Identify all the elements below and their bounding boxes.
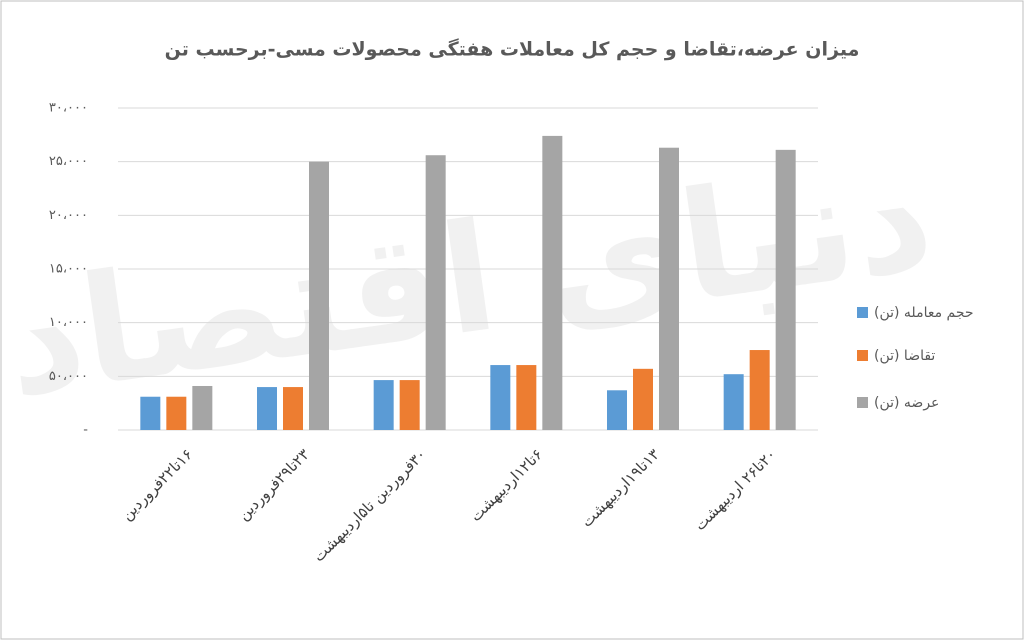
bar xyxy=(309,161,329,430)
legend-label: تقاضا (تن) xyxy=(874,348,935,364)
y-tick-label: ۲۰،۰۰۰ xyxy=(49,208,88,223)
bar xyxy=(399,380,420,430)
legend-swatch xyxy=(857,397,868,408)
bar xyxy=(166,396,187,430)
bar xyxy=(140,396,161,430)
bar xyxy=(659,147,679,431)
bar xyxy=(283,387,303,430)
bar xyxy=(607,390,627,430)
bar xyxy=(373,380,394,430)
legend-label: حجم معامله (تن) xyxy=(874,305,974,321)
bar xyxy=(516,365,537,430)
legend-swatch xyxy=(857,350,868,361)
y-tick-label: ۱۰،۰۰۰ xyxy=(49,315,88,330)
bar xyxy=(257,387,277,430)
y-tick-label: ۳۰،۰۰۰ xyxy=(49,101,88,116)
bar xyxy=(775,149,796,431)
legend-label: عرضه (تن) xyxy=(874,395,939,411)
bar xyxy=(490,365,511,430)
bar xyxy=(542,135,563,430)
bar xyxy=(633,368,653,430)
y-tick-label: ۲۵،۰۰۰ xyxy=(49,154,88,169)
legend-swatch xyxy=(857,307,868,318)
y-tick-label: - xyxy=(83,423,88,438)
y-tick-label: ۱۵،۰۰۰ xyxy=(49,262,88,277)
bar xyxy=(723,374,744,430)
bar xyxy=(749,350,770,430)
chart-title: میزان عرضه،تقاضا و حجم کل معاملات هفتگی … xyxy=(165,38,860,61)
bar xyxy=(192,385,213,430)
bar xyxy=(425,155,446,430)
y-tick-label: ۵۰،۰۰۰ xyxy=(49,369,88,384)
